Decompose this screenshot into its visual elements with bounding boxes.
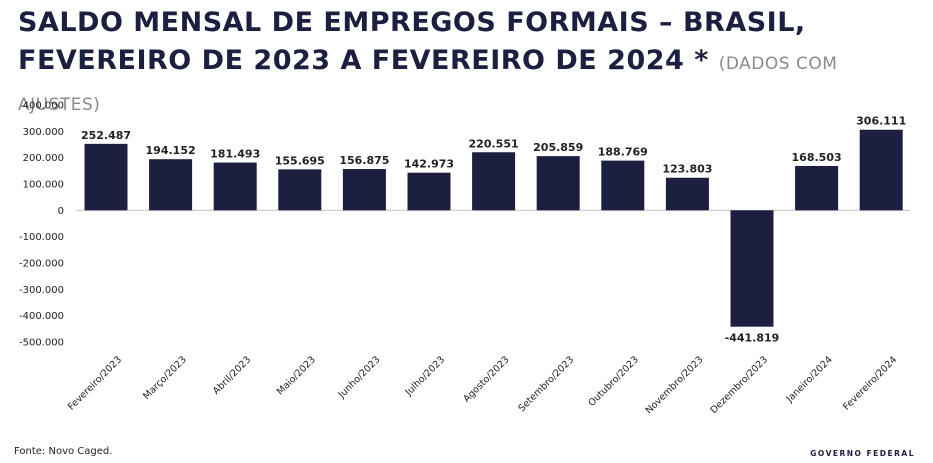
x-category-label: Outubro/2023 <box>586 354 641 409</box>
x-category-label: Agosto/2023 <box>461 354 511 404</box>
x-category-label: Abril/2023 <box>211 354 253 396</box>
x-category-label: Março/2023 <box>141 354 188 401</box>
bar <box>730 210 774 327</box>
brand-logo-text: GOVERNO FEDERAL <box>810 449 915 458</box>
x-category-label: Novembro/2023 <box>644 354 706 416</box>
bar <box>859 129 903 211</box>
x-category-label: Fevereiro/2024 <box>841 354 899 412</box>
bar-value-label: 306.111 <box>856 115 906 128</box>
x-category-label: Maio/2023 <box>275 354 318 397</box>
bar <box>278 169 322 211</box>
chart-title: SALDO MENSAL DE EMPREGOS FORMAIS – BRASI… <box>18 4 918 124</box>
chart-title-main: SALDO MENSAL DE EMPREGOS FORMAIS – BRASI… <box>18 7 806 76</box>
y-tick-label: -300.000 <box>19 285 64 296</box>
bar-value-label: 123.803 <box>662 163 712 176</box>
bar-value-label: 181.493 <box>210 148 260 161</box>
bar <box>472 152 516 211</box>
bar-value-label: 205.859 <box>533 141 583 154</box>
bar-value-label: 156.875 <box>339 154 389 167</box>
x-category-label: Setembro/2023 <box>516 354 576 414</box>
bar <box>536 156 580 211</box>
x-category-label: Junho/2023 <box>336 354 383 401</box>
chart-title-note: (DADOS COM AJUSTES) <box>18 54 838 115</box>
bar <box>601 160 645 211</box>
source-note: Fonte: Novo Caged. <box>14 446 113 457</box>
bar-value-label: 188.769 <box>598 146 648 159</box>
y-tick-label: -400.000 <box>19 311 64 322</box>
bar-value-label: 252.487 <box>81 129 131 142</box>
bar <box>342 169 386 211</box>
y-tick-label: -200.000 <box>19 259 64 270</box>
y-tick-label: 200.000 <box>23 153 64 164</box>
bar <box>149 159 193 211</box>
bar-value-label: -441.819 <box>725 332 780 345</box>
bar-value-label: 155.695 <box>275 154 325 167</box>
y-tick-label: 100.000 <box>23 180 64 191</box>
bar <box>84 143 128 211</box>
x-category-label: Dezembro/2023 <box>708 354 770 416</box>
y-tick-label: 300.000 <box>23 127 64 138</box>
bar <box>407 172 451 211</box>
y-tick-label: 0 <box>58 206 64 217</box>
bar <box>665 177 709 211</box>
bar <box>213 162 257 211</box>
y-tick-label: 400.000 <box>23 101 64 112</box>
y-tick-label: -500.000 <box>19 338 64 349</box>
bar <box>795 165 839 211</box>
x-category-label: Fevereiro/2023 <box>66 354 124 412</box>
bar-value-label: 220.551 <box>469 137 519 150</box>
bar-value-label: 142.973 <box>404 158 454 171</box>
y-tick-label: -100.000 <box>19 232 64 243</box>
bar-value-label: 168.503 <box>792 151 842 164</box>
x-category-label: Julho/2023 <box>403 354 447 398</box>
bar-value-label: 194.152 <box>146 144 196 157</box>
x-category-label: Janeiro/2024 <box>784 354 835 405</box>
